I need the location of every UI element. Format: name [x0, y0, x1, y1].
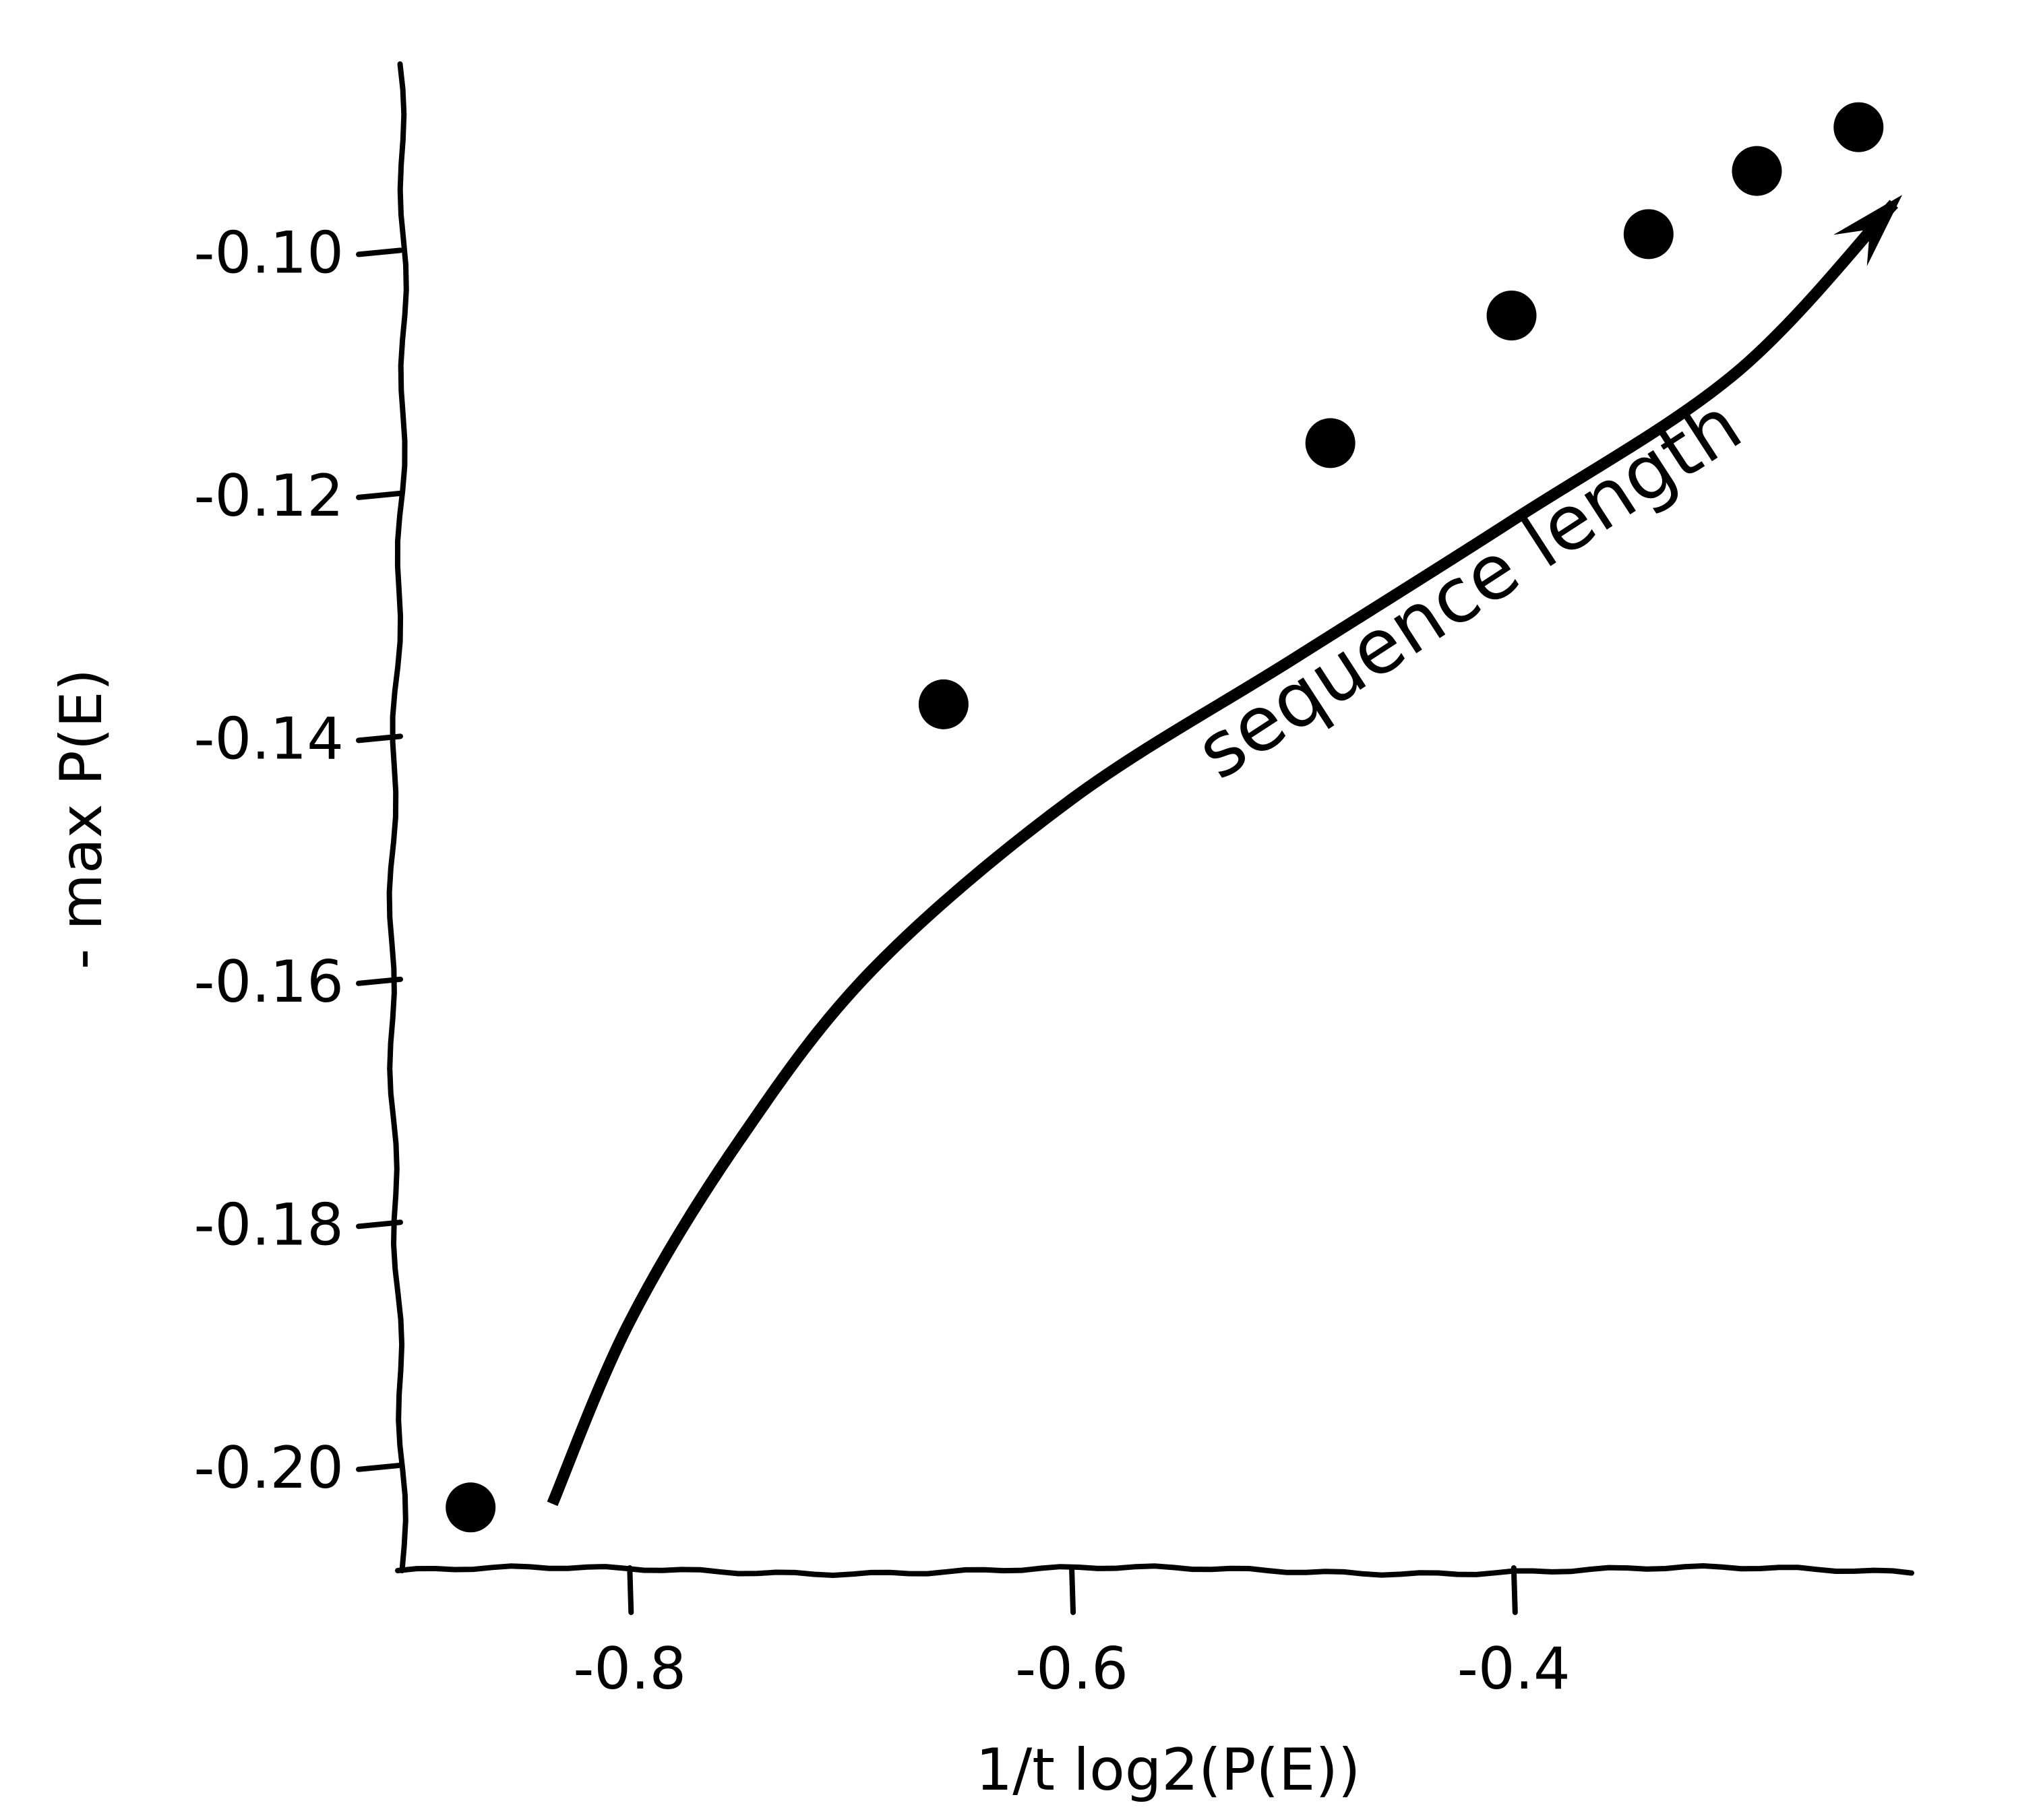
data-point	[1305, 418, 1355, 468]
annotation-label: sequence length	[1182, 381, 1757, 797]
x-tick-mark	[1069, 1565, 1076, 1615]
y-tick-label: -0.20	[193, 1434, 344, 1502]
trend-arrow-head	[1833, 195, 1903, 266]
x-tick-mark	[627, 1565, 634, 1615]
x-axis-line	[395, 1563, 1914, 1579]
x-tick-label: -0.6	[1015, 1635, 1128, 1703]
y-tick-label: -0.16	[193, 948, 344, 1016]
x-tick-label: -0.4	[1457, 1635, 1571, 1703]
data-point	[1623, 209, 1674, 260]
data-point	[446, 1482, 496, 1533]
y-tick-mark	[356, 976, 403, 986]
y-tick-label: -0.10	[193, 219, 344, 286]
x-axis-title: 1/t log2(P(E))	[976, 1736, 1361, 1804]
x-ticks: -0.8 -0.6 -0.4	[573, 1565, 1571, 1703]
y-tick-label: -0.18	[193, 1191, 344, 1258]
x-tick-mark	[1511, 1565, 1518, 1615]
y-tick-label: -0.12	[193, 462, 344, 530]
axes	[386, 61, 1914, 1579]
y-tick-label: -0.14	[193, 705, 344, 772]
y-axis-line	[386, 61, 409, 1573]
y-ticks: -0.20 -0.18 -0.16 -0.14 -0.12 -0.10	[193, 219, 403, 1502]
data-point	[1486, 291, 1537, 341]
y-tick-mark	[356, 1462, 403, 1472]
x-tick-label: -0.8	[573, 1635, 686, 1703]
y-axis-title: - max P(E)	[48, 669, 115, 969]
y-tick-mark	[356, 247, 403, 257]
data-point	[1732, 146, 1782, 196]
trend-arrow	[547, 195, 1903, 1507]
data-point	[1833, 102, 1884, 152]
trend-arrow-line	[547, 200, 1899, 1507]
data-points	[446, 102, 1884, 1533]
y-tick-mark	[356, 1219, 403, 1230]
y-tick-mark	[356, 490, 403, 500]
y-tick-mark	[356, 733, 403, 744]
data-point	[918, 679, 969, 729]
